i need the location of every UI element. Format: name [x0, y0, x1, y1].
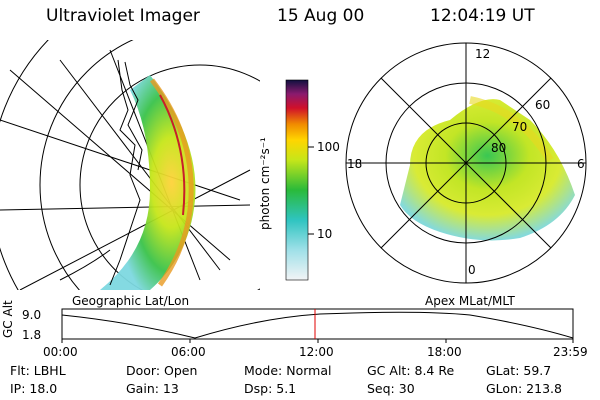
mlat-label-80: 80	[491, 141, 507, 155]
instrument-title: Ultraviolet Imager	[46, 6, 200, 26]
time-tick-1800: 18:00	[427, 345, 462, 359]
dsp-readout: Dsp: 5.1	[244, 381, 297, 396]
date-label: 15 Aug 00	[277, 6, 365, 26]
mlt-label-0: 0	[468, 263, 476, 277]
colorbar-tick-100: 100	[317, 140, 340, 154]
colorbar-tick-10: 10	[317, 227, 333, 241]
polar-panel-label: Apex MLat/MLT	[425, 294, 515, 308]
geo-panel-label: Geographic Lat/Lon	[72, 294, 190, 308]
altitude-axis-label: GC Alt	[1, 300, 15, 338]
mlat-label-60: 60	[535, 98, 551, 112]
filter-readout: Flt: LBHL	[10, 363, 66, 378]
aurora-band-geo	[100, 75, 196, 290]
gain-readout: Gain: 13	[126, 381, 179, 396]
ip-readout: IP: 18.0	[10, 381, 58, 396]
glat-readout: GLat: 59.7	[486, 363, 552, 378]
mode-readout: Mode: Normal	[244, 363, 332, 378]
mlt-label-12: 12	[475, 47, 491, 61]
gc-alt-readout: GC Alt: 8.4 Re	[367, 363, 455, 378]
mlat-label-70: 70	[512, 120, 528, 134]
mlt-label-6: 6	[577, 157, 585, 171]
glon-readout: GLon: 213.8	[486, 381, 562, 396]
time-tick-0600: 06:00	[171, 345, 206, 359]
altitude-tick-9: 9.0	[22, 308, 42, 322]
time-tick-0000: 00:00	[43, 345, 78, 359]
mlt-label-18: 18	[347, 157, 363, 171]
door-readout: Door: Open	[126, 363, 198, 378]
time-tick-2359: 23:59	[553, 345, 588, 359]
seq-readout: Seq: 30	[367, 381, 415, 396]
time-tick-1200: 12:00	[299, 345, 334, 359]
altitude-tick-1-8: 1.8	[22, 328, 42, 342]
time-label: 12:04:19 UT	[430, 6, 535, 26]
